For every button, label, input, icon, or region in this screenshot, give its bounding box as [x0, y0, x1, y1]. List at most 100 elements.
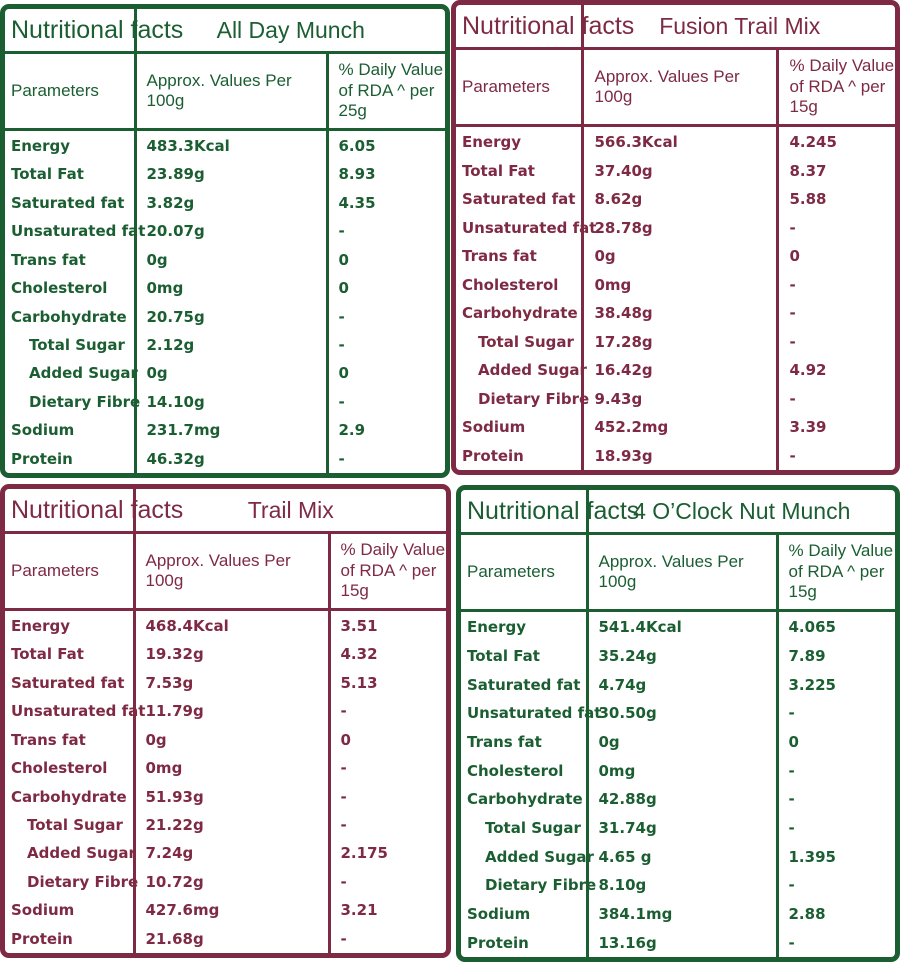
table-row-unsaturated-fat: Unsaturated fat 11.79g -: [5, 697, 446, 726]
approx-value: 7.53g: [132, 668, 329, 698]
table-row-cholesterol: Cholesterol 0mg 0: [5, 273, 445, 303]
section-title: Nutritional facts: [5, 9, 183, 54]
rda-value: -: [325, 387, 445, 417]
param-name: Trans fat: [11, 250, 86, 269]
table-row-total-fat: Total Fat 23.89g 8.93: [5, 160, 445, 189]
approx-value: 21.68g: [132, 924, 329, 953]
table-row-protein: Protein 13.16g -: [461, 928, 895, 957]
param-name: Energy: [462, 132, 522, 151]
param-name: Protein: [462, 446, 524, 465]
nutrition-table: Nutritional facts All Day Munch Parameters…: [5, 9, 445, 473]
panel-all-day-munch: Nutritional facts All Day Munch Parameters…: [0, 4, 450, 478]
table-row-dietary-fibre: Dietary Fibre 9.43g -: [456, 384, 895, 413]
rda-value: 3.21: [327, 896, 446, 925]
approx-value: 9.43g: [581, 384, 778, 413]
rda-value: 6.05: [325, 129, 445, 161]
table-row-total-sugar: Total Sugar 17.28g -: [456, 327, 895, 356]
table-row-trans-fat: Trans fat 0g 0: [5, 725, 446, 754]
panel-fusion-trail-mix: Nutritional facts Fusion Trail Mix Paramet…: [451, 0, 900, 475]
table-row-protein: Protein 46.32g -: [5, 444, 445, 473]
table-header-row: Nutritional facts All Day Munch: [5, 9, 445, 54]
approx-value: 3.82g: [133, 188, 327, 218]
approx-value: 37.40g: [581, 156, 778, 185]
table-row-saturated-fat: Saturated fat 7.53g 5.13: [5, 668, 446, 698]
rda-value: 0: [325, 359, 445, 388]
table-row-unsaturated-fat: Unsaturated fat 28.78g -: [456, 213, 895, 242]
rda-value: -: [327, 782, 446, 811]
table-row-added-sugar: Added Sugar 7.24g 2.175: [5, 839, 446, 868]
rda-value: 5.88: [776, 184, 895, 214]
rda-value: -: [325, 330, 445, 360]
rda-value: -: [776, 298, 895, 328]
values-header: Approx. Values Per 100g: [585, 533, 777, 612]
table-row-total-sugar: Total Sugar 31.74g -: [461, 813, 895, 843]
param-name: Trans fat: [11, 730, 86, 749]
param-name: Dietary Fibre: [27, 872, 139, 891]
product-name: Fusion Trail Mix: [581, 5, 895, 50]
rda-value: -: [327, 924, 446, 953]
rda-value: -: [776, 441, 895, 470]
approx-value: 0g: [585, 727, 777, 757]
table-row-total-sugar: Total Sugar 2.12g -: [5, 330, 445, 360]
approx-value: 31.74g: [585, 813, 777, 843]
param-name: Saturated fat: [462, 190, 576, 209]
rda-header: % Daily Value of RDA ^ per 15g: [775, 533, 895, 612]
rda-value: -: [776, 384, 895, 413]
approx-value: 0g: [581, 241, 778, 271]
rda-header: % Daily Value of RDA ^ per 15g: [327, 532, 446, 611]
nutrition-table: Nutritional facts 4 O’Clock Nut Munch Para…: [461, 490, 895, 957]
rda-value: -: [776, 213, 895, 242]
product-name: All Day Munch: [133, 9, 445, 54]
approx-value: 7.24g: [132, 839, 329, 868]
table-row-unsaturated-fat: Unsaturated fat 20.07g -: [5, 217, 445, 246]
param-name: Sodium: [11, 421, 75, 440]
rda-value: -: [776, 327, 895, 356]
param-name: Total Sugar: [478, 332, 574, 351]
rda-value: 2.88: [775, 899, 895, 929]
rda-value: -: [775, 698, 895, 728]
table-header-row: Nutritional facts 4 O’Clock Nut Munch: [461, 490, 895, 535]
product-name: 4 O’Clock Nut Munch: [585, 490, 895, 535]
param-name: Added Sugar: [29, 364, 138, 383]
rda-value: -: [775, 756, 895, 785]
table-row-sodium: Sodium 231.7mg 2.9: [5, 416, 445, 445]
table-row-total-sugar: Total Sugar 21.22g -: [5, 810, 446, 840]
rda-value: -: [327, 753, 446, 783]
approx-value: 20.07g: [133, 217, 327, 246]
param-name: Protein: [467, 933, 529, 952]
param-name: Sodium: [467, 904, 531, 923]
table-row-carbohydrate: Carbohydrate 42.88g -: [461, 784, 895, 814]
rda-value: 5.13: [327, 668, 446, 698]
table-row-sodium: Sodium 384.1mg 2.88: [461, 899, 895, 929]
param-name: Unsaturated fat: [11, 222, 146, 241]
rda-value: 3.225: [775, 670, 895, 699]
param-name: Carbohydrate: [11, 307, 127, 326]
approx-value: 18.93g: [581, 441, 778, 470]
nutrition-table: Nutritional facts Fusion Trail Mix Paramet…: [456, 5, 895, 470]
table-row-trans-fat: Trans fat 0g 0: [456, 241, 895, 271]
approx-value: 11.79g: [132, 697, 329, 726]
approx-value: 51.93g: [132, 782, 329, 811]
rda-value: 0: [327, 725, 446, 754]
table-row-saturated-fat: Saturated fat 8.62g 5.88: [456, 184, 895, 214]
param-name: Total Sugar: [485, 818, 581, 837]
rda-value: 3.51: [327, 609, 446, 641]
param-name: Sodium: [11, 901, 75, 920]
column-header-row: Parameters Approx. Values Per 100g% Daily…: [5, 532, 446, 611]
table-row-sodium: Sodium 427.6mg 3.21: [5, 896, 446, 925]
rda-value: 7.89: [775, 641, 895, 671]
table-row-sodium: Sodium 452.2mg 3.39: [456, 412, 895, 442]
param-name: Added Sugar: [27, 844, 136, 863]
table-row-carbohydrate: Carbohydrate 38.48g -: [456, 298, 895, 328]
approx-value: 4.65 g: [585, 842, 777, 871]
table-row-added-sugar: Added Sugar 4.65 g 1.395: [461, 842, 895, 871]
param-name: Unsaturated fat: [467, 704, 602, 723]
table-row-protein: Protein 21.68g -: [5, 924, 446, 953]
rda-value: 0: [776, 241, 895, 271]
rda-value: 4.32: [327, 640, 446, 669]
param-name: Dietary Fibre: [485, 876, 597, 895]
approx-value: 17.28g: [581, 327, 778, 356]
approx-value: 46.32g: [133, 444, 327, 473]
table-row-carbohydrate: Carbohydrate 51.93g -: [5, 782, 446, 811]
table-row-trans-fat: Trans fat 0g 0: [5, 245, 445, 274]
